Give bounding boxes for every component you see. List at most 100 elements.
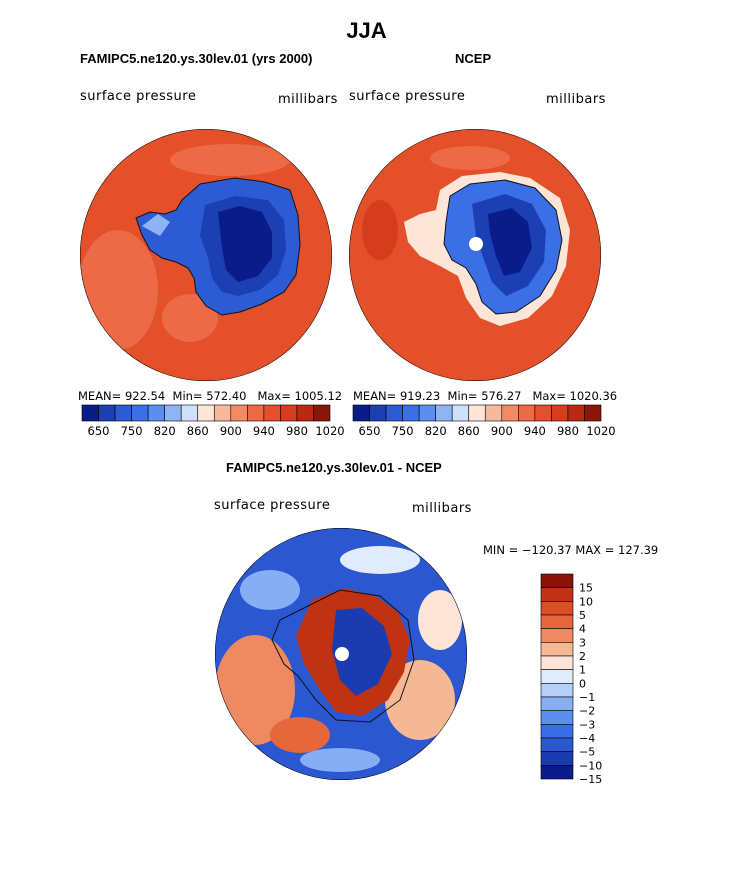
panel-2-map (349, 129, 601, 381)
panel-2-mean-value: 919.23 (399, 389, 441, 403)
colorbar-swatch (540, 587, 574, 602)
colorbar-tick-label: −2 (579, 705, 595, 718)
colorbar-tick-label: 4 (579, 623, 586, 636)
panel-1-variable-label: surface pressure (80, 89, 197, 104)
colorbar-swatch (435, 404, 453, 422)
colorbar-tick-label: 860 (458, 424, 480, 438)
colorbar-swatch (540, 655, 574, 670)
colorbar-swatch (197, 404, 215, 422)
panel-2-title: NCEP (455, 51, 492, 66)
colorbar-tick-label: 980 (557, 424, 579, 438)
panel-1-min-label: Min= (172, 389, 203, 403)
colorbar-swatch (540, 642, 574, 657)
panel-3-units-label: millibars (412, 501, 472, 516)
panel-2-pole-hole (469, 237, 483, 251)
colorbar-tick-label: 1020 (586, 424, 615, 438)
colorbar-tick-label: 980 (286, 424, 308, 438)
panel-2-ocean-low (430, 146, 510, 170)
panel-2-max-value: 1020.36 (569, 389, 618, 403)
colorbar-swatch (534, 404, 552, 422)
colorbar-swatch (213, 404, 232, 422)
colorbar-swatch (540, 669, 574, 684)
panel-2-mean-label: MEAN= (353, 389, 397, 403)
panel-1-map (80, 129, 332, 381)
panel-1-stats: MEAN= 922.54 Min= 572.40 Max= 1005.12 (78, 389, 342, 403)
panel-1-max-value: 1005.12 (294, 389, 343, 403)
panel-2-min-label: Min= (447, 389, 478, 403)
colorbar-swatch (540, 710, 574, 725)
colorbar-swatch (540, 601, 574, 616)
colorbar-tick-label: 1020 (315, 424, 344, 438)
panel-1-peninsula (142, 214, 170, 236)
colorbar-swatch (451, 404, 470, 422)
panel-3-coastline (271, 589, 415, 723)
colorbar-tick-label: 940 (253, 424, 275, 438)
panel-1-min-value: 572.40 (206, 389, 247, 403)
colorbar-swatch (81, 404, 99, 422)
colorbar-swatch (540, 628, 574, 643)
colorbar-swatch (540, 696, 574, 711)
colorbar-swatch (402, 404, 420, 422)
colorbar-swatch (131, 404, 149, 422)
colorbar-swatch (518, 404, 536, 422)
colorbar-swatch (540, 573, 574, 588)
colorbar-tick-label: 860 (187, 424, 209, 438)
panel-3-title: FAMIPC5.ne120.ys.30lev.01 - NCEP (226, 460, 442, 475)
panel-2-max-label: Max= (532, 389, 566, 403)
colorbar-tick-label: 5 (579, 609, 586, 622)
colorbar-tick-label: 15 (579, 582, 593, 595)
colorbar-swatch (263, 404, 281, 422)
colorbar-swatch (385, 404, 403, 422)
colorbar-tick-label: 820 (425, 424, 447, 438)
panel-2-variable-label: surface pressure (349, 89, 466, 104)
colorbar-tick-label: −4 (579, 732, 595, 745)
panel-1-ocean-low-3 (162, 294, 218, 342)
colorbar-tick-label: 900 (491, 424, 513, 438)
colorbar-swatch (540, 765, 574, 780)
colorbar-swatch (114, 404, 132, 422)
colorbar-tick-label: −3 (579, 718, 595, 731)
panel-1-max-label: Max= (257, 389, 291, 403)
colorbar-tick-label: 940 (524, 424, 546, 438)
panel-3-map (215, 528, 467, 780)
panel-2-stats: MEAN= 919.23 Min= 576.27 Max= 1020.36 (353, 389, 617, 403)
colorbar-swatch (540, 724, 574, 739)
figure-title: JJA (346, 18, 387, 43)
panel-1-colorbar: 650 750 820 860 900 940 980 1020 (81, 404, 345, 438)
colorbar-tick-label: 650 (359, 424, 381, 438)
colorbar-tick-label: 3 (579, 636, 586, 649)
colorbar-tick-label: −1 (579, 691, 595, 704)
colorbar-swatch (584, 404, 602, 422)
colorbar-tick-label: −15 (579, 773, 602, 786)
colorbar-swatch (418, 404, 436, 422)
colorbar-swatch (567, 404, 585, 422)
panel-3-blob-3 (385, 660, 455, 740)
colorbar-swatch (484, 404, 503, 422)
colorbar-tick-label: 750 (392, 424, 414, 438)
colorbar-tick-label: 750 (121, 424, 143, 438)
colorbar-swatch (180, 404, 199, 422)
colorbar-tick-label: 900 (220, 424, 242, 438)
colorbar-tick-label: 2 (579, 650, 586, 663)
panel-2-units-label: millibars (546, 92, 606, 107)
panel-3-antarctica-negative (332, 608, 392, 696)
panel-1-title: FAMIPC5.ne120.ys.30lev.01 (yrs 2000) (80, 51, 313, 66)
panel-2-antarctica-core (488, 208, 532, 276)
panel-2-min-value: 576.27 (481, 389, 522, 403)
panel-3-blob-6 (418, 590, 462, 650)
panel-3-variable-label: surface pressure (214, 498, 331, 513)
colorbar-swatch (230, 404, 248, 422)
panel-3-blob-1 (215, 635, 295, 745)
panel-3-pole-hole (335, 647, 349, 661)
colorbar-swatch (369, 404, 387, 422)
panel-3-blob-7 (300, 748, 380, 772)
colorbar-swatch (352, 404, 370, 422)
colorbar-swatch (540, 614, 574, 629)
colorbar-swatch (164, 404, 182, 422)
colorbar-swatch (296, 404, 314, 422)
colorbar-swatch (551, 404, 569, 422)
panel-3-blob-5 (240, 570, 300, 610)
colorbar-swatch (540, 737, 574, 752)
